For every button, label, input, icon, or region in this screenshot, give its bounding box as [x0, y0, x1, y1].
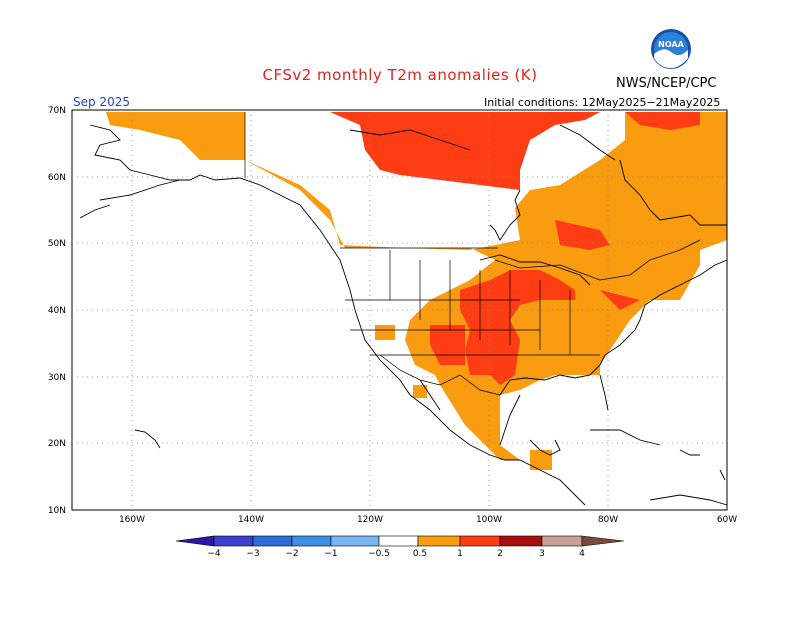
colorbar-segment — [417, 535, 461, 547]
colorbar-segment — [541, 535, 583, 547]
colorbar-segment — [291, 535, 332, 547]
lon-label: 80W — [598, 515, 618, 525]
colorbar-label: −4 — [207, 549, 221, 559]
colorbar-label: 3 — [539, 549, 545, 559]
lat-label: 20N — [48, 439, 66, 449]
lat-label: 70N — [48, 106, 66, 116]
colorbar-label: −0.5 — [368, 549, 390, 559]
colorbar: −4 −3 −2 −1 −0.5 0.5 1 2 3 4 — [175, 535, 625, 559]
colorbar-segment — [252, 535, 293, 547]
chart-title: CFSv2 monthly T2m anomalies (K) — [262, 66, 538, 84]
colorbar-label: 0.5 — [413, 549, 427, 559]
lon-label: 120W — [357, 515, 383, 525]
colorbar-label: 2 — [497, 549, 503, 559]
latitude-labels: 70N 60N 50N 40N 30N 20N 10N — [48, 106, 66, 516]
lat-label: 30N — [48, 373, 66, 383]
lon-label: 140W — [238, 515, 264, 525]
coastlines — [79, 124, 728, 506]
political-borders — [244, 112, 701, 396]
logo-text: NOAA — [658, 40, 684, 49]
anomaly-orange-region — [106, 112, 727, 470]
initial-conditions: Initial conditions: 12May2025−21May2025 — [484, 96, 721, 109]
lat-label: 60N — [48, 173, 66, 183]
colorbar-low-arrow — [175, 535, 215, 547]
colorbar-high-arrow — [581, 535, 625, 547]
colorbar-segment — [499, 535, 543, 547]
lon-label: 100W — [476, 515, 502, 525]
colorbar-segment — [213, 535, 254, 547]
lon-label: 60W — [717, 515, 737, 525]
agency-label: NWS/NCEP/CPC — [616, 76, 717, 91]
longitude-labels: 160W 140W 120W 100W 80W 60W — [119, 515, 737, 525]
noaa-logo-icon: NOAA — [651, 29, 691, 69]
forecast-month: Sep 2025 — [73, 95, 130, 109]
colorbar-label: 4 — [579, 549, 585, 559]
colorbar-label: −1 — [324, 549, 337, 559]
colorbar-segment — [330, 535, 380, 547]
colorbar-label: −3 — [246, 549, 259, 559]
lon-label: 160W — [119, 515, 145, 525]
lat-label: 50N — [48, 239, 66, 249]
anomaly-red-region — [245, 112, 700, 385]
grid-lines — [72, 110, 727, 510]
colorbar-label: 1 — [457, 549, 463, 559]
colorbar-label: −2 — [285, 549, 298, 559]
lat-label: 10N — [48, 506, 66, 516]
lat-label: 40N — [48, 306, 66, 316]
colorbar-segment — [459, 535, 501, 547]
colorbar-segment — [378, 535, 419, 547]
